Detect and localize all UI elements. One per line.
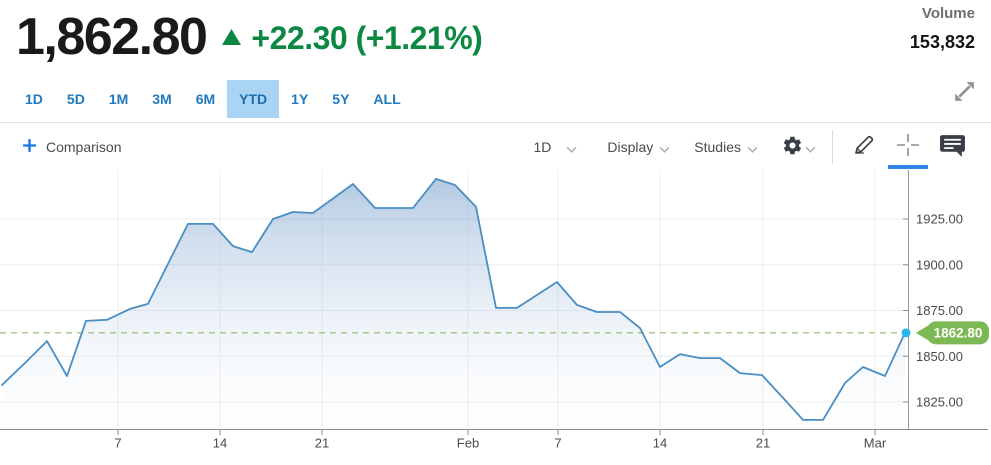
expand-icon <box>951 78 978 108</box>
x-tick-label: 14 <box>213 436 227 451</box>
y-tick-label: 1925.00 <box>916 212 963 227</box>
chart-canvas[interactable]: 7 14 21 Feb 7 14 21 Mar 1925.00 1900.00 1875.00 185… <box>0 170 991 465</box>
x-tick-label: 7 <box>114 436 121 451</box>
gear-icon <box>782 135 803 159</box>
expand-button[interactable] <box>949 78 979 108</box>
display-dropdown[interactable]: Display <box>607 138 670 156</box>
current-price-dot <box>901 328 911 338</box>
price-area <box>2 178 905 429</box>
current-price-tag: 1862.80 <box>916 321 989 345</box>
range-tab-1d[interactable]: 1D <box>13 80 55 118</box>
price-line <box>1 177 906 421</box>
last-price: 1,862.80 <box>16 8 208 66</box>
chevron-down-icon <box>747 141 758 156</box>
interval-dropdown[interactable]: 1D <box>533 138 577 156</box>
comment-icon <box>939 133 966 161</box>
range-tab-1m[interactable]: 1M <box>97 80 140 118</box>
y-tick-label: 1825.00 <box>916 395 963 410</box>
range-tabs: 1D 5D 1M 3M 6M YTD 1Y 5Y ALL <box>13 80 413 118</box>
range-tab-5d[interactable]: 5D <box>55 80 97 118</box>
chevron-down-icon <box>566 141 577 156</box>
comments-tool-button[interactable] <box>937 132 967 162</box>
studies-dropdown[interactable]: Studies <box>694 138 758 156</box>
add-comparison-button[interactable]: Comparison <box>22 138 121 156</box>
chart-toolbar: Comparison 1D Display Studies <box>0 123 991 170</box>
x-tick-label: Feb <box>457 436 479 451</box>
x-tick-label: Mar <box>864 436 887 451</box>
pencil-icon <box>851 132 877 161</box>
toolbar-right-group: 1D Display Studies <box>533 129 967 169</box>
x-tick-label: 21 <box>315 436 329 451</box>
plus-icon <box>22 138 37 156</box>
comparison-label: Comparison <box>46 138 122 155</box>
change-up-arrow-icon <box>222 29 242 50</box>
price-tag-pointer <box>916 324 930 342</box>
crosshair-tool-button[interactable] <box>888 131 928 169</box>
range-tab-1y[interactable]: 1Y <box>279 80 320 118</box>
x-tick-label: 7 <box>554 436 561 451</box>
range-tab-ytd[interactable]: YTD <box>227 80 280 118</box>
x-tick-label: 21 <box>756 436 770 451</box>
y-tick-label: 1900.00 <box>916 257 963 272</box>
volume-label: Volume <box>921 5 975 22</box>
chevron-down-icon <box>805 141 816 156</box>
y-tick-label: 1875.00 <box>916 303 963 318</box>
draw-tool-button[interactable] <box>849 132 879 162</box>
price-chart: 7 14 21 Feb 7 14 21 Mar 1925.00 1900.00 1875.00 185… <box>0 170 989 451</box>
settings-dropdown[interactable] <box>782 135 816 159</box>
y-tick-label: 1850.00 <box>916 349 963 364</box>
crosshair-icon <box>894 131 922 162</box>
tabs-divider <box>0 122 991 123</box>
price-change: +22.30 (+1.21%) <box>251 20 483 57</box>
range-tab-5y[interactable]: 5Y <box>320 80 361 118</box>
display-label: Display <box>607 138 654 155</box>
volume-value: 153,832 <box>909 32 975 52</box>
x-tick-label: 14 <box>653 436 667 451</box>
chevron-down-icon <box>659 141 670 156</box>
quote-header: 1,862.80 +22.30 (+1.21%) <box>16 8 483 68</box>
studies-label: Studies <box>694 138 741 155</box>
toolbar-divider <box>832 129 833 164</box>
price-tag-box <box>927 321 989 345</box>
volume-block: Volume 153,832 <box>910 5 975 53</box>
price-tag-label: 1862.80 <box>934 326 983 341</box>
range-tab-6m[interactable]: 6M <box>184 80 227 118</box>
range-tab-all[interactable]: ALL <box>361 80 412 118</box>
interval-value: 1D <box>533 138 552 155</box>
range-tab-3m[interactable]: 3M <box>140 80 183 118</box>
